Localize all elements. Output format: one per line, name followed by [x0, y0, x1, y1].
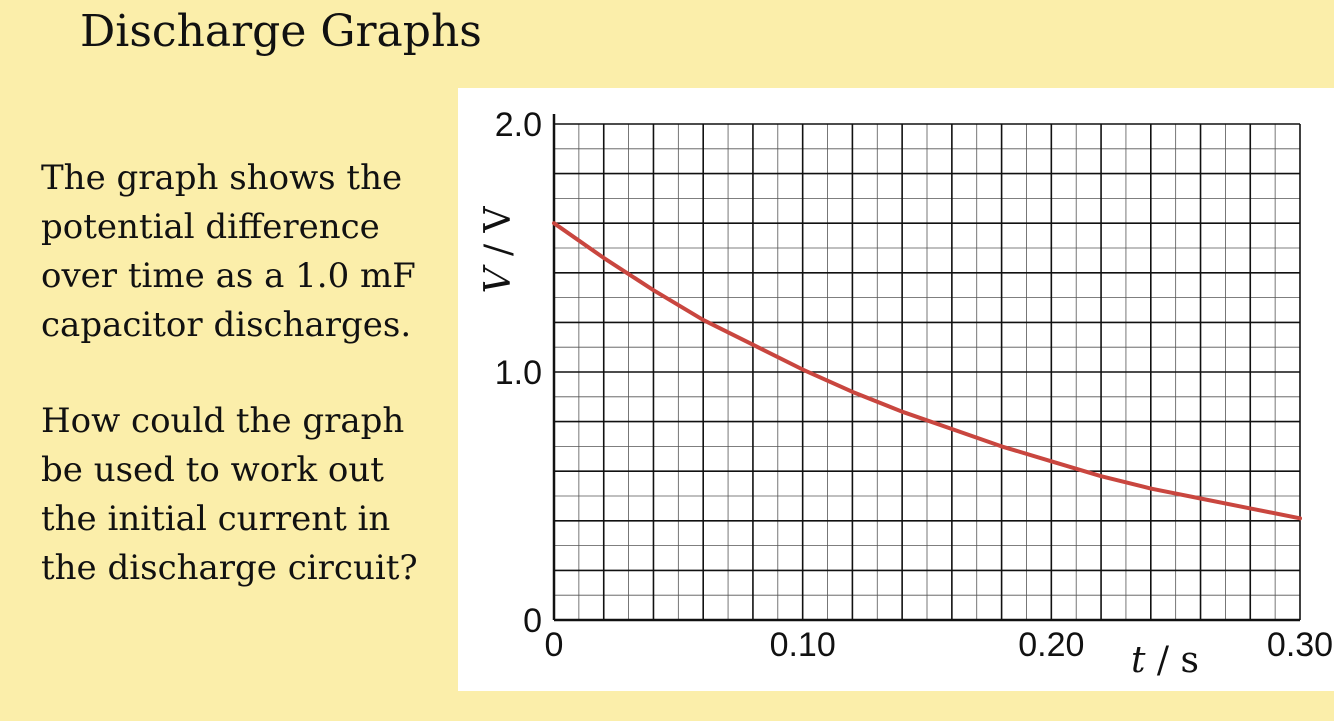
series-group — [552, 221, 1302, 521]
y-tick-labels: 0 1.0 2.0 — [495, 106, 542, 640]
question-line: the discharge circuit? — [41, 548, 418, 588]
grid-major — [553, 123, 1301, 621]
description-paragraph: The graph shows the potential difference… — [41, 154, 416, 350]
question-paragraph: How could the graph be used to work out … — [41, 397, 418, 593]
slide-title: Discharge Graphs — [80, 6, 482, 57]
y-tick-label: 0 — [523, 602, 542, 640]
y-axis-separator: / — [478, 232, 519, 267]
y-tick-label: 1.0 — [495, 354, 542, 392]
question-line: be used to work out — [41, 450, 384, 490]
x-tick-labels: 0 0.10 0.20 0.30 — [545, 626, 1334, 664]
x-tick-label: 0.20 — [1018, 626, 1084, 664]
x-tick-label: 0 — [545, 626, 564, 664]
question-line: the initial current in — [41, 499, 391, 539]
description-line: The graph shows the — [41, 158, 403, 198]
y-axis-label: V / V — [478, 205, 519, 293]
y-axis-symbol: V — [478, 264, 519, 294]
discharge-graph: 0 1.0 2.0 0 0.10 0.20 0.30 V / V t / s — [478, 106, 1334, 681]
y-tick-label: 2.0 — [495, 106, 542, 144]
axes — [552, 114, 1300, 622]
x-axis-label: t / s — [1131, 640, 1199, 681]
x-tick-label: 0.10 — [770, 626, 836, 664]
description-line: capacitor discharges. — [41, 305, 412, 345]
x-tick-label: 0.30 — [1267, 626, 1333, 664]
description-line: potential difference — [41, 207, 380, 247]
question-line: How could the graph — [41, 401, 405, 441]
x-axis-symbol: t — [1131, 640, 1146, 681]
y-axis-unit: V — [478, 205, 519, 233]
x-axis-unit: s — [1181, 640, 1199, 681]
description-line: over time as a 1.0 mF — [41, 256, 416, 296]
x-axis-separator: / — [1145, 640, 1180, 681]
discharge-curve — [552, 221, 1302, 521]
chart-panel: 0 1.0 2.0 0 0.10 0.20 0.30 V / V t / s — [458, 88, 1334, 691]
